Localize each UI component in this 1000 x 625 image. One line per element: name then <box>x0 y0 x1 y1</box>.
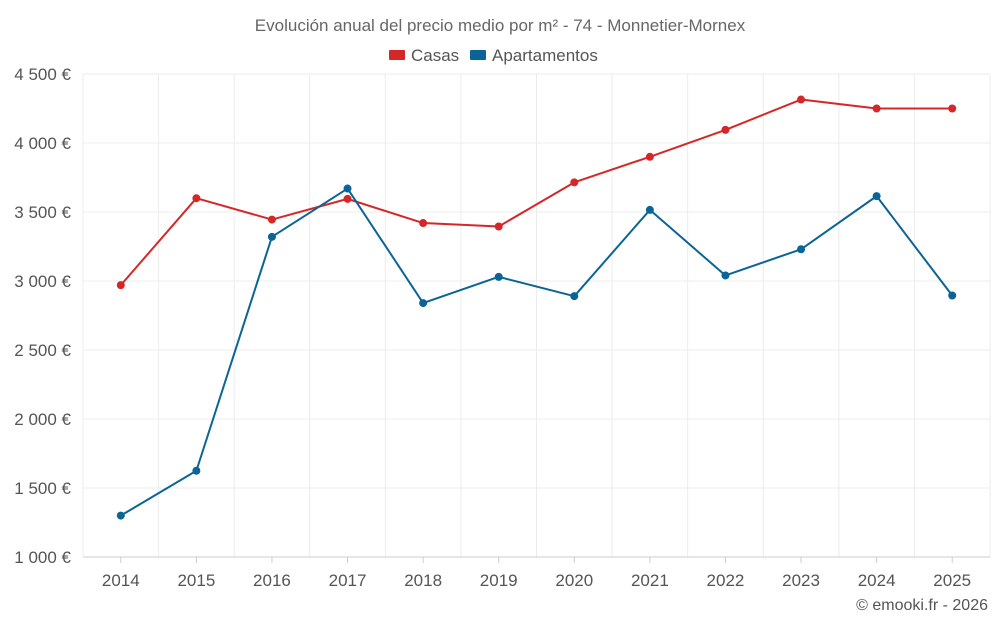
chart-title: Evolución anual del precio medio por m² … <box>255 16 746 35</box>
data-point[interactable] <box>494 272 503 281</box>
series-group <box>116 95 957 520</box>
x-tick-label: 2020 <box>555 571 593 590</box>
y-tick-label: 3 000 € <box>14 272 71 291</box>
data-point[interactable] <box>645 152 654 161</box>
data-point[interactable] <box>267 215 276 224</box>
data-point[interactable] <box>267 232 276 241</box>
data-point[interactable] <box>419 219 428 228</box>
x-tick-label: 2025 <box>933 571 971 590</box>
axes: 1 000 € 1 500 € 2 000 € 2 500 € 3 000 € 3 500… <box>14 65 990 590</box>
x-tick-label: 2015 <box>177 571 215 590</box>
x-tick-label: 2017 <box>329 571 367 590</box>
x-tick-label: 2019 <box>480 571 518 590</box>
data-point[interactable] <box>419 299 428 308</box>
data-point[interactable] <box>343 194 352 203</box>
data-point[interactable] <box>948 104 957 113</box>
data-point[interactable] <box>797 245 806 254</box>
grid-lines <box>82 73 991 557</box>
legend-label: Casas <box>411 46 459 65</box>
data-point[interactable] <box>872 192 881 201</box>
data-point[interactable] <box>721 271 730 280</box>
copyright-footer: © emooki.fr - 2026 <box>856 597 988 614</box>
x-tick-label: 2018 <box>404 571 442 590</box>
y-tick-label: 4 000 € <box>14 134 71 153</box>
data-point[interactable] <box>192 194 201 203</box>
legend-item-apartamentos[interactable]: Apartamentos <box>470 46 598 65</box>
series-casas <box>116 95 957 290</box>
data-point[interactable] <box>645 205 654 214</box>
series-line <box>120 98 953 286</box>
series-line <box>120 187 954 517</box>
x-tick-label: 2014 <box>102 571 140 590</box>
x-tick-label: 2022 <box>707 571 745 590</box>
data-point[interactable] <box>192 466 201 475</box>
data-point[interactable] <box>116 281 125 290</box>
legend: Casas Apartamentos <box>389 46 598 65</box>
data-point[interactable] <box>948 291 957 300</box>
data-point[interactable] <box>872 104 881 113</box>
legend-item-casas[interactable]: Casas <box>389 46 459 65</box>
y-tick-label: 1 500 € <box>14 479 71 498</box>
x-tick-label: 2021 <box>631 571 669 590</box>
legend-swatch <box>389 50 405 60</box>
x-tick-label: 2016 <box>253 571 291 590</box>
x-tick-label: 2023 <box>782 571 820 590</box>
y-tick-label: 2 500 € <box>14 341 71 360</box>
data-point[interactable] <box>570 292 579 301</box>
legend-swatch <box>470 50 486 60</box>
y-tick-label: 4 500 € <box>14 65 71 84</box>
y-tick-label: 3 500 € <box>14 203 71 222</box>
data-point[interactable] <box>570 178 579 187</box>
data-point[interactable] <box>343 184 352 193</box>
x-tick-label: 2024 <box>858 571 896 590</box>
y-tick-label: 2 000 € <box>14 410 71 429</box>
data-point[interactable] <box>797 95 806 104</box>
legend-label: Apartamentos <box>492 46 598 65</box>
data-point[interactable] <box>494 222 503 231</box>
data-point[interactable] <box>721 125 730 134</box>
data-point[interactable] <box>116 511 125 520</box>
y-tick-label: 1 000 € <box>14 548 71 567</box>
series-apartamentos <box>116 184 957 520</box>
